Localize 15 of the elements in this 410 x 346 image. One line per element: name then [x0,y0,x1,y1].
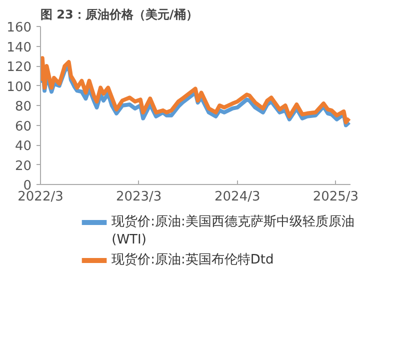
y-tick-label: 160 [6,20,32,36]
y-tick-label: 60 [14,119,32,134]
y-tick-label: 20 [14,158,32,174]
x-tick-label: 2025/3 [312,190,359,204]
y-tick-label: 40 [14,139,32,154]
legend-label: 现货价:原油:英国布伦特Dtd [112,252,274,268]
y-tick-label: 140 [6,40,32,56]
y-tick-label: 80 [14,100,32,114]
chart-title: 图 23：原油价格（美元/桶） [40,8,198,22]
x-tick-label: 2023/3 [116,190,162,204]
x-tick-label: 2024/3 [214,190,260,204]
legend-label: 现货价:原油:美国西德克萨斯中级轻质原油(WTI) [112,214,354,248]
y-tick-label: 100 [6,80,32,95]
x-tick-label: 2022/3 [18,190,64,204]
y-tick-label: 120 [6,60,32,75]
